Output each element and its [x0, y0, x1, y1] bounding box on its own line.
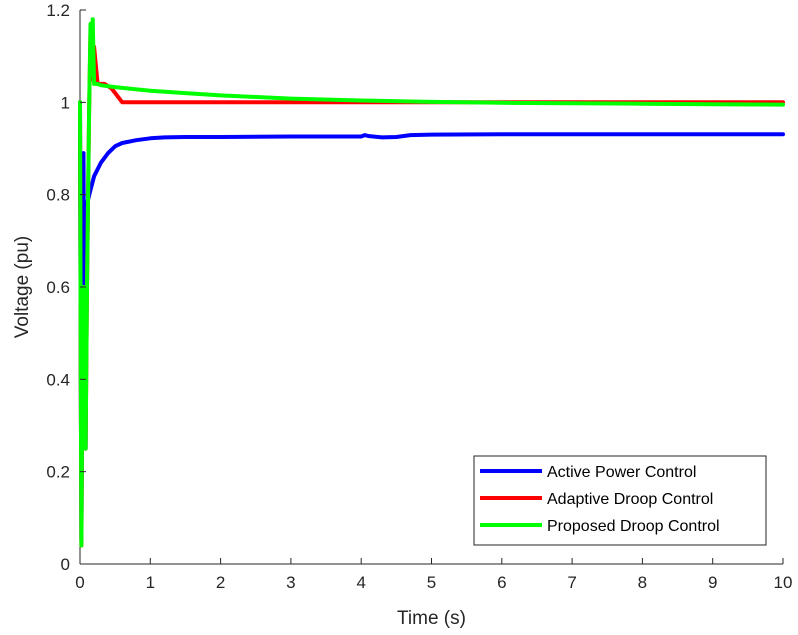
y-tick-label: 0.4	[46, 370, 70, 389]
x-tick-label: 3	[286, 573, 295, 592]
x-tick-label: 6	[497, 573, 506, 592]
x-tick-label: 0	[75, 573, 84, 592]
y-tick-label: 0.2	[46, 463, 70, 482]
x-axis-label: Time (s)	[397, 608, 466, 629]
x-tick-label: 7	[567, 573, 576, 592]
legend-label-active-power-control: Active Power Control	[547, 464, 696, 481]
plot-series	[78, 17, 785, 548]
y-tick-label: 0.6	[46, 278, 70, 297]
x-tick-label: 8	[638, 573, 647, 592]
x-tick-label: 4	[356, 573, 365, 592]
legend-label-proposed-droop-control: Proposed Droop Control	[547, 518, 720, 535]
x-tick-label: 10	[774, 573, 793, 592]
x-tick-label: 1	[146, 573, 155, 592]
axis-ticks: 0 1 2 3 4 5 6 7 8 9 10 0 0.2 0.4 0.6 0.8 1 1.2	[46, 1, 792, 592]
x-tick-label: 5	[427, 573, 436, 592]
y-tick-label: 1.2	[46, 1, 70, 20]
x-tick-label: 2	[216, 573, 225, 592]
series-line-proposed-droop-control	[78, 17, 785, 548]
y-axis-label: Voltage (pu)	[12, 236, 33, 338]
y-tick-label: 1	[61, 93, 70, 112]
y-tick-label: 0.8	[46, 186, 70, 205]
legend-label-adaptive-droop-control: Adaptive Droop Control	[547, 491, 713, 508]
y-tick-label: 0	[61, 555, 70, 574]
legend: Active Power Control Adaptive Droop Cont…	[473, 455, 767, 546]
x-tick-label: 9	[708, 573, 717, 592]
